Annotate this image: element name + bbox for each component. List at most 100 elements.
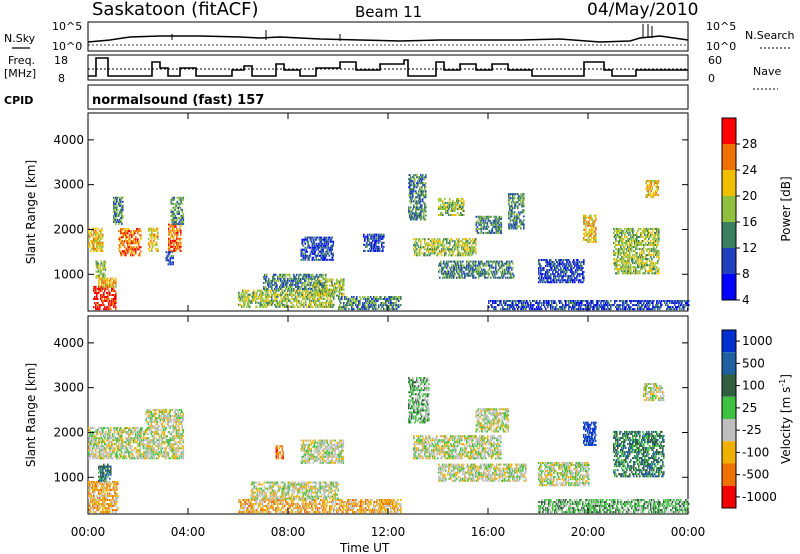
power-cell <box>242 299 244 302</box>
power-cell <box>505 272 507 275</box>
power-cell <box>530 302 532 304</box>
power-cell <box>99 277 101 280</box>
power-cell <box>255 291 257 294</box>
power-cell <box>336 278 338 281</box>
power-cell <box>351 302 353 304</box>
power-cell <box>500 221 503 224</box>
power-cell <box>505 270 507 273</box>
power-cell <box>392 302 394 304</box>
power-cell <box>133 246 135 249</box>
power-cell <box>489 219 492 222</box>
power-cell <box>320 295 322 298</box>
power-cell <box>313 258 316 261</box>
power-cell <box>255 305 257 308</box>
power-cell <box>381 243 383 246</box>
power-cell <box>426 250 428 253</box>
power-cell <box>320 303 322 306</box>
power-cell <box>550 259 552 261</box>
power-cell <box>301 238 304 241</box>
power-cell <box>359 302 361 304</box>
power-cell <box>353 296 355 298</box>
power-cell <box>331 299 333 302</box>
power-cell <box>99 241 101 244</box>
power-cell <box>367 233 369 236</box>
power-cell <box>106 279 108 282</box>
power-cell <box>325 282 327 285</box>
power-cell <box>178 237 180 240</box>
power-cell <box>349 304 351 307</box>
power-cell <box>326 248 329 251</box>
power-cell <box>615 238 617 240</box>
power-cell <box>455 214 457 216</box>
power-cell <box>449 199 451 202</box>
power-cell <box>250 301 252 304</box>
power-cell <box>517 201 519 204</box>
power-cell <box>374 296 376 298</box>
nsearch-tick-lo: 10^0 <box>706 40 736 53</box>
power-cell <box>102 304 104 307</box>
power-cell <box>311 305 313 308</box>
power-cell <box>128 228 130 231</box>
power-cell <box>324 301 326 304</box>
power-cell <box>282 283 284 286</box>
power-cell <box>102 276 105 279</box>
power-cell <box>320 244 323 247</box>
power-cell <box>651 231 653 234</box>
power-cell <box>538 304 540 307</box>
power-cell <box>547 306 549 309</box>
power-cell <box>311 277 313 280</box>
power-cell <box>421 206 423 209</box>
power-cell <box>280 277 282 280</box>
power-cell <box>566 263 568 266</box>
power-cell <box>102 249 104 252</box>
power-cell <box>332 291 334 294</box>
power-cell <box>320 281 322 284</box>
power-cell <box>499 264 501 267</box>
power-cell <box>655 234 657 236</box>
power-cell <box>629 258 631 261</box>
power-cell <box>460 212 462 214</box>
power-cell <box>554 279 556 282</box>
power-cell <box>479 264 481 267</box>
power-cell <box>369 302 371 304</box>
power-cell <box>389 296 391 298</box>
power-cell <box>297 287 299 290</box>
power-cell <box>331 292 333 295</box>
power-cell <box>94 298 96 300</box>
power-cell <box>431 246 433 249</box>
power-cell <box>586 216 588 219</box>
power-cell <box>171 210 174 213</box>
power-cell <box>509 195 511 198</box>
power-cell <box>299 279 301 282</box>
power-cell <box>296 301 298 304</box>
power-cell <box>331 236 334 239</box>
power-cell <box>343 284 345 287</box>
power-cell <box>181 198 184 201</box>
power-cell <box>331 248 334 251</box>
power-region <box>93 285 117 311</box>
power-cell <box>443 246 445 249</box>
power-cell <box>275 285 277 288</box>
power-cell <box>100 294 102 296</box>
power-cell <box>102 268 105 271</box>
power-cell <box>330 238 333 241</box>
power-cell <box>509 264 511 267</box>
power-cell <box>477 231 480 234</box>
power-cell <box>156 227 158 230</box>
power-cell <box>117 218 119 221</box>
power-cell <box>306 297 308 300</box>
power-cell <box>298 273 300 276</box>
power-cell <box>168 223 170 226</box>
power-cell <box>312 250 315 253</box>
power-cell <box>177 208 180 211</box>
power-cell <box>100 235 102 238</box>
power-cell <box>93 229 95 232</box>
power-cell <box>539 275 541 278</box>
power-cell <box>125 254 127 257</box>
power-cell <box>462 206 464 208</box>
power-cell <box>589 222 591 225</box>
power-cell <box>106 306 108 309</box>
power-cell <box>356 300 358 302</box>
power-cell <box>266 287 268 290</box>
power-cell <box>275 295 277 298</box>
